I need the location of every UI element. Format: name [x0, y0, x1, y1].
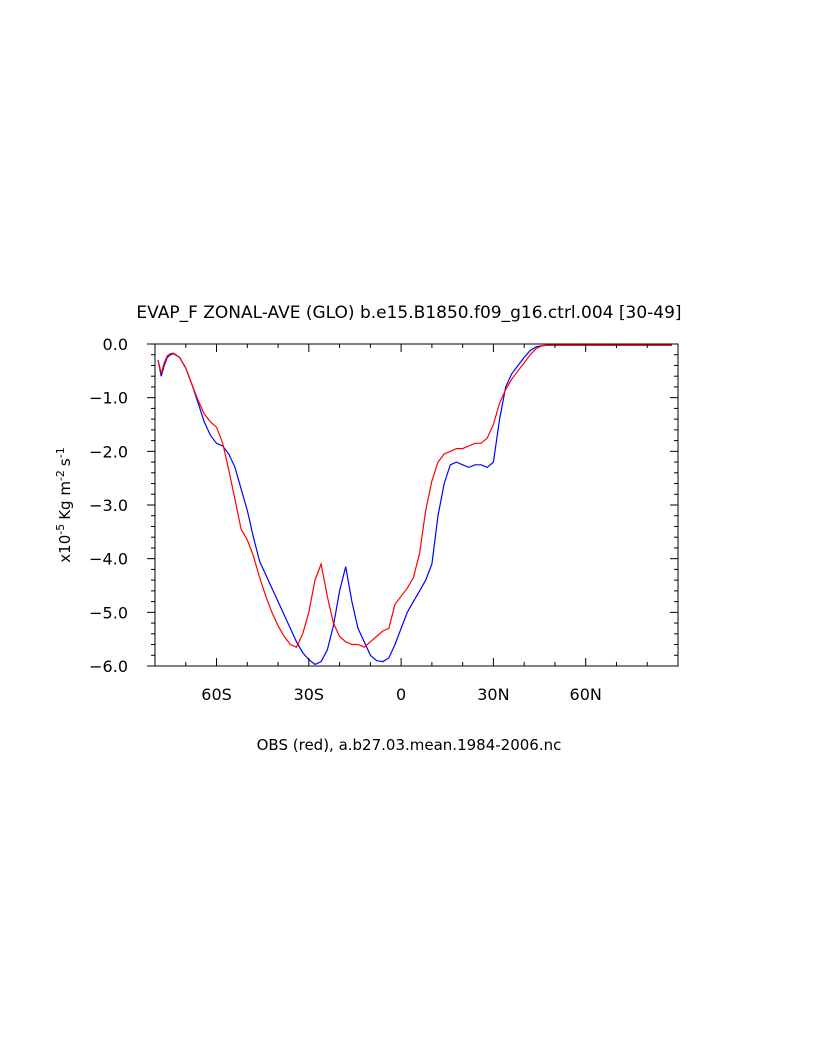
- chart-caption: OBS (red), a.b27.03.mean.1984-2006.nc: [257, 736, 562, 754]
- x-tick-label: 0: [396, 685, 406, 704]
- y-label-units2: s: [56, 458, 74, 466]
- x-tick-label: 30N: [477, 685, 509, 704]
- y-label-units-exp: -2: [54, 470, 67, 481]
- y-label-units2-exp: -1: [54, 447, 67, 458]
- y-tick-label: −4.0: [89, 550, 128, 569]
- x-axis-ticks: 60S 30S 0 30N 60N: [185, 344, 648, 704]
- y-axis-ticks: 0.0 −1.0 −2.0 −3.0 −4.0 −5.0 −6.0: [89, 335, 678, 676]
- x-tick-label: 60N: [570, 685, 602, 704]
- series-layer: [157, 344, 672, 666]
- y-tick-label: −3.0: [89, 496, 128, 515]
- y-label-prefix: x10: [56, 535, 74, 563]
- y-tick-label: −2.0: [89, 442, 128, 461]
- y-tick-label: −6.0: [89, 657, 128, 676]
- y-label-units: Kg m: [56, 481, 74, 520]
- y-tick-label: 0.0: [103, 335, 128, 354]
- x-tick-label: 60S: [201, 685, 232, 704]
- y-label-exp: -5: [54, 524, 67, 535]
- x-tick-label: 30S: [294, 685, 325, 704]
- y-tick-label: −1.0: [89, 389, 128, 408]
- plot-frame: [154, 343, 679, 667]
- chart-title: EVAP_F ZONAL-AVE (GLO) b.e15.B1850.f09_g…: [136, 303, 681, 323]
- y-tick-label: −5.0: [89, 603, 128, 622]
- series-line-1: [157, 344, 672, 666]
- plot-area: 60S 30S 0 30N 60N 0.0 −1.0 −2.0 −3.0 −4.0 −5.0 −6.…: [89, 335, 679, 704]
- series-line-2: [157, 344, 672, 648]
- y-axis-label: x10-5 Kg m-2 s-1: [54, 447, 75, 562]
